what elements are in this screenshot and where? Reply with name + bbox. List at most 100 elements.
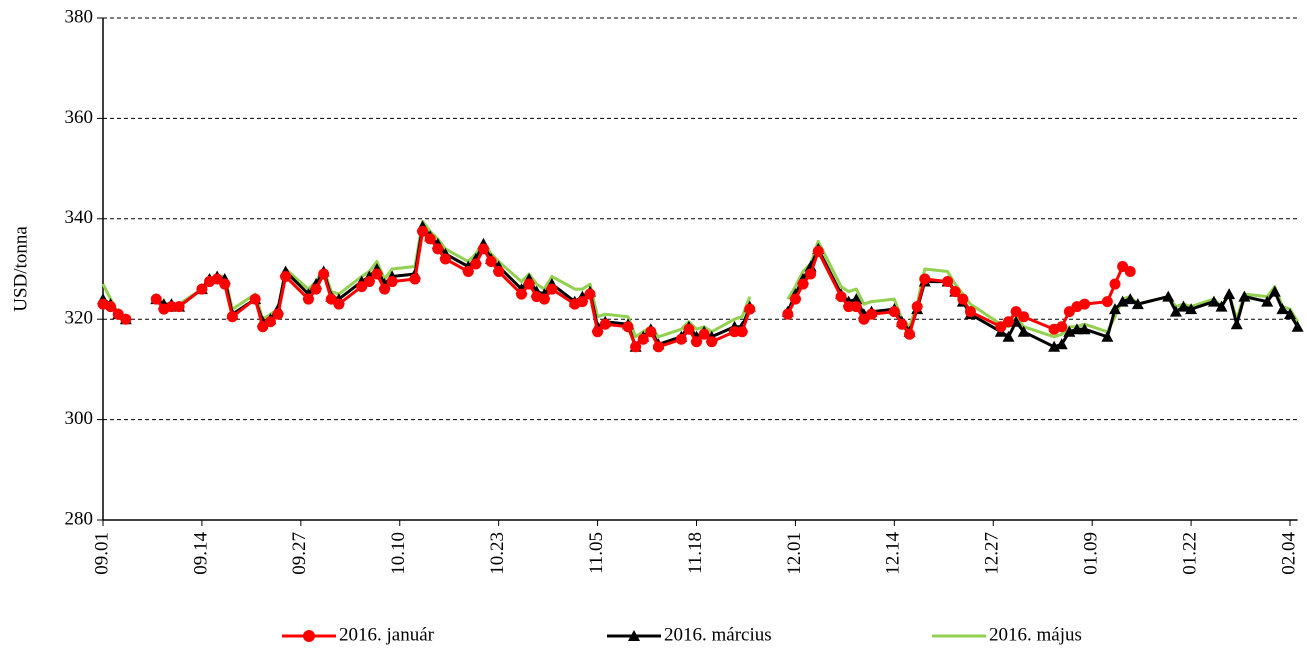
point bbox=[652, 341, 664, 353]
point bbox=[622, 321, 634, 333]
legend-marker bbox=[628, 630, 640, 641]
x-tick-label: 09.27 bbox=[289, 532, 310, 575]
point bbox=[1101, 296, 1113, 308]
point bbox=[942, 276, 954, 288]
point bbox=[592, 326, 604, 338]
point bbox=[630, 341, 642, 353]
point bbox=[280, 271, 292, 283]
y-tick-label: 280 bbox=[65, 508, 94, 529]
x-tick-label: 10.10 bbox=[388, 532, 409, 575]
point bbox=[1124, 293, 1137, 305]
x-tick-label: 10.23 bbox=[487, 532, 508, 575]
legend-label: 2016. január bbox=[339, 624, 435, 645]
point bbox=[386, 276, 398, 288]
y-axis-label: USD/tonna bbox=[10, 226, 31, 312]
point bbox=[1055, 338, 1068, 350]
point bbox=[493, 266, 505, 278]
point bbox=[1018, 311, 1030, 323]
point bbox=[462, 266, 474, 278]
legend-label: 2016. március bbox=[664, 624, 772, 645]
point bbox=[919, 273, 931, 285]
point bbox=[409, 273, 421, 285]
point bbox=[683, 323, 695, 335]
x-tick-label: 09.14 bbox=[190, 532, 211, 575]
point bbox=[736, 326, 748, 338]
point bbox=[363, 276, 375, 288]
point bbox=[150, 293, 162, 305]
point bbox=[470, 258, 482, 270]
point bbox=[1207, 295, 1220, 307]
point bbox=[1223, 288, 1236, 300]
point bbox=[1101, 330, 1114, 342]
point bbox=[310, 283, 322, 295]
point bbox=[165, 301, 177, 313]
legend-marker bbox=[303, 630, 315, 642]
point bbox=[1284, 308, 1297, 320]
point bbox=[1108, 303, 1121, 315]
point bbox=[226, 311, 238, 323]
y-tick-label: 340 bbox=[65, 207, 94, 228]
x-tick-label: 01.09 bbox=[1081, 532, 1102, 575]
point bbox=[515, 288, 527, 300]
x-tick-label: 02.04 bbox=[1278, 532, 1299, 575]
point bbox=[599, 318, 611, 330]
point bbox=[1070, 323, 1083, 335]
point bbox=[896, 318, 908, 330]
point bbox=[850, 293, 863, 305]
point bbox=[523, 278, 535, 290]
point bbox=[1078, 323, 1091, 335]
point bbox=[706, 336, 718, 348]
point bbox=[835, 291, 847, 303]
point bbox=[1162, 290, 1175, 302]
point bbox=[691, 336, 703, 348]
point bbox=[866, 308, 878, 320]
point bbox=[1131, 298, 1144, 310]
point bbox=[1185, 303, 1198, 315]
point bbox=[417, 225, 429, 237]
point bbox=[1268, 285, 1281, 297]
point bbox=[637, 333, 649, 345]
point bbox=[1215, 300, 1228, 312]
series-line bbox=[102, 229, 1132, 349]
point bbox=[1002, 316, 1014, 328]
point bbox=[219, 278, 231, 290]
point bbox=[302, 293, 314, 305]
point bbox=[675, 333, 687, 345]
point bbox=[379, 283, 391, 295]
y-tick-label: 300 bbox=[65, 408, 94, 429]
point bbox=[789, 293, 801, 305]
point bbox=[645, 326, 657, 338]
point bbox=[1124, 266, 1136, 278]
x-tick-label: 11.18 bbox=[685, 532, 706, 574]
point bbox=[538, 293, 550, 305]
point bbox=[272, 308, 284, 320]
point bbox=[1002, 330, 1015, 342]
point bbox=[576, 296, 588, 308]
y-tick-label: 360 bbox=[65, 107, 94, 128]
point bbox=[584, 288, 596, 300]
point bbox=[957, 293, 969, 305]
point bbox=[729, 326, 741, 338]
point bbox=[911, 301, 923, 313]
point bbox=[439, 253, 451, 265]
point bbox=[843, 301, 855, 313]
point bbox=[888, 306, 900, 318]
point bbox=[371, 268, 383, 280]
point bbox=[173, 301, 185, 313]
x-tick-label: 12.14 bbox=[883, 532, 904, 575]
y-tick-label: 380 bbox=[65, 6, 94, 27]
point bbox=[1177, 300, 1190, 312]
x-tick-label: 12.01 bbox=[784, 532, 805, 575]
legend-label: 2016. május bbox=[989, 624, 1082, 645]
y-tick-label: 320 bbox=[65, 308, 94, 329]
point bbox=[1238, 290, 1251, 302]
x-tick-label: 12.27 bbox=[982, 532, 1003, 575]
point bbox=[698, 328, 710, 340]
point bbox=[485, 255, 497, 267]
point bbox=[949, 286, 961, 298]
point bbox=[805, 268, 817, 280]
point bbox=[964, 306, 976, 318]
point bbox=[812, 245, 824, 257]
point bbox=[1276, 303, 1289, 315]
point bbox=[1261, 295, 1274, 307]
